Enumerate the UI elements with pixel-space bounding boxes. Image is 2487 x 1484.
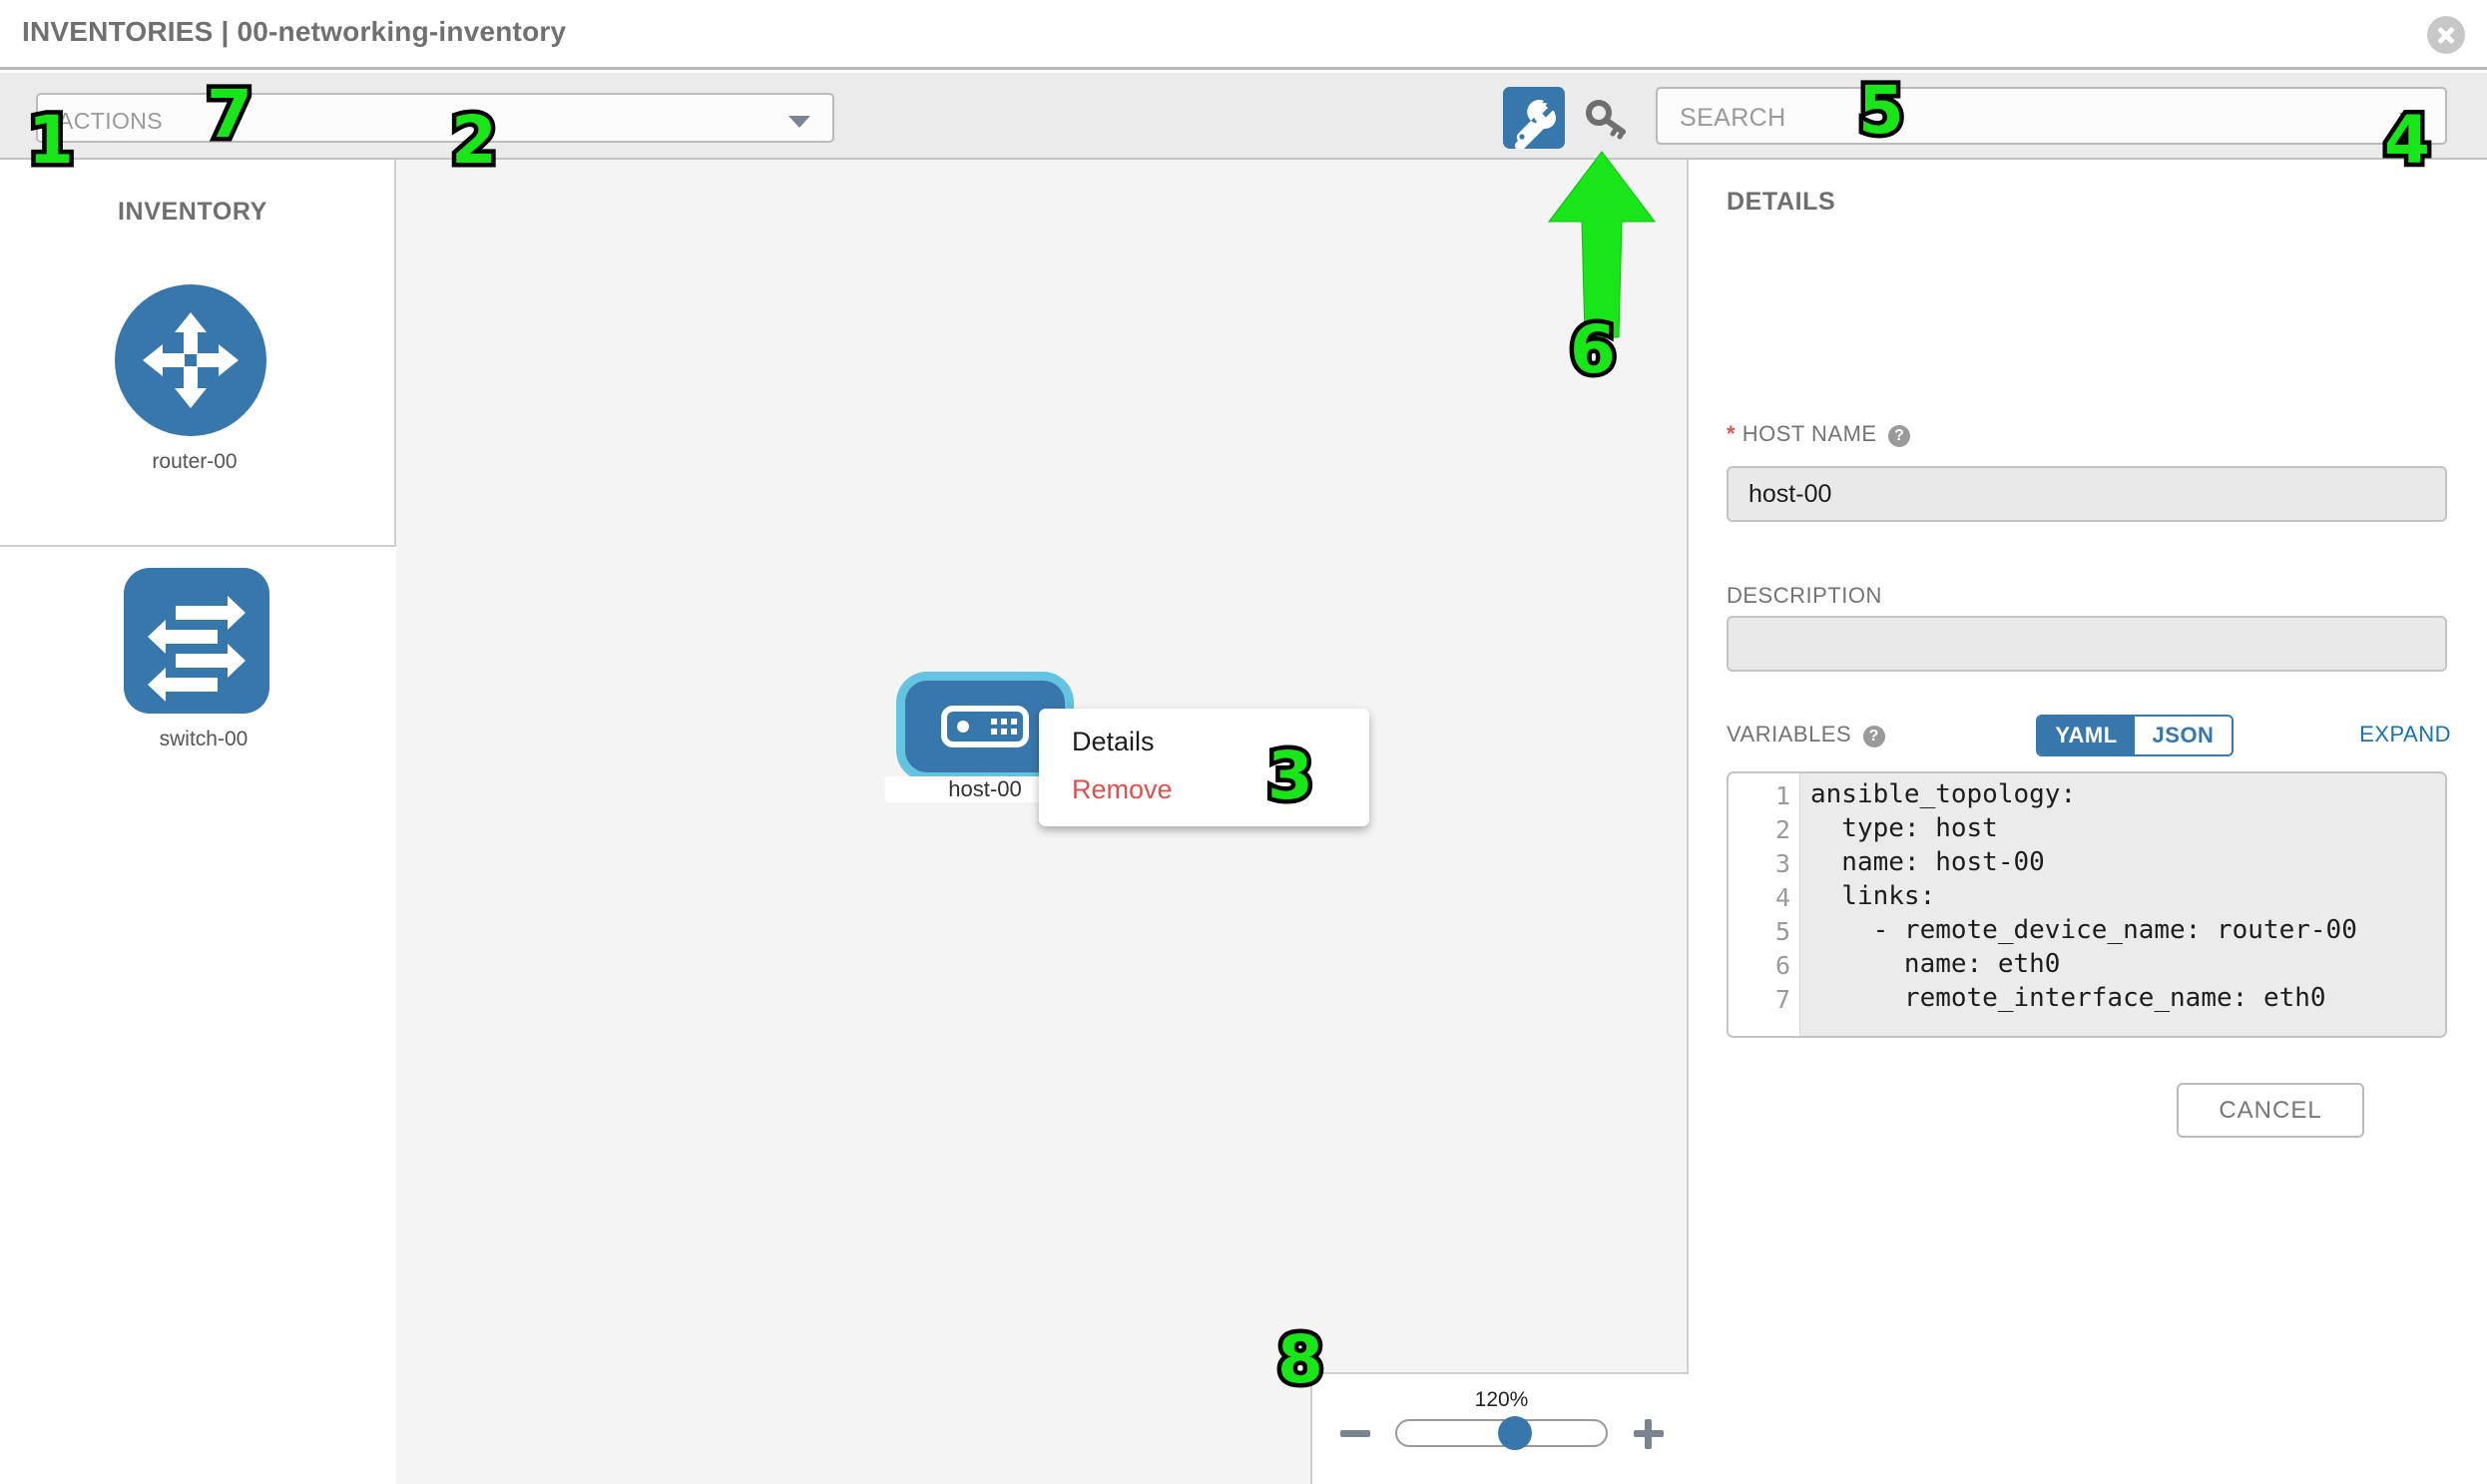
- variables-label-text: VARIABLES: [1727, 722, 1852, 746]
- variables-label: VARIABLES ?: [1727, 722, 1885, 747]
- line-number: 4: [1774, 883, 1790, 912]
- code-line: type: host: [1810, 813, 1998, 843]
- code-line: name: eth0: [1810, 949, 2061, 979]
- host-name-label: * HOST NAME ?: [1727, 421, 1911, 447]
- code-line: remote_interface_name: eth0: [1810, 983, 2326, 1013]
- sidebar-title: INVENTORY: [118, 198, 267, 226]
- context-menu-remove[interactable]: Remove: [1072, 774, 1173, 804]
- node-shape: [905, 681, 1065, 772]
- wrench-icon[interactable]: [1503, 87, 1565, 151]
- search-input[interactable]: SEARCH: [1656, 87, 2447, 145]
- context-menu-details[interactable]: Details: [1072, 727, 1155, 756]
- line-number: 5: [1774, 917, 1790, 946]
- zoom-out-button[interactable]: [1340, 1430, 1370, 1437]
- zoom-control-panel: 120%: [1310, 1372, 1689, 1484]
- cancel-button[interactable]: CANCEL: [2177, 1083, 2364, 1138]
- line-number: 7: [1774, 985, 1790, 1014]
- window-titlebar: INVENTORIES | 00-networking-inventory: [0, 0, 2487, 70]
- node-context-menu: Details Remove: [1039, 709, 1369, 826]
- code-line: links:: [1810, 881, 1936, 911]
- details-title: DETAILS: [1727, 188, 1836, 216]
- router-icon: [115, 284, 266, 436]
- variables-format-toggle[interactable]: YAML JSON: [2036, 715, 2234, 756]
- description-field[interactable]: [1727, 616, 2447, 672]
- expand-link[interactable]: EXPAND: [2359, 722, 2451, 746]
- line-number: 3: [1774, 849, 1790, 878]
- zoom-slider-thumb[interactable]: [1498, 1416, 1532, 1450]
- topology-node-host[interactable]: host-00: [885, 681, 1085, 802]
- close-icon[interactable]: [2427, 16, 2465, 54]
- palette-item-switch[interactable]: switch-00: [119, 568, 278, 767]
- zoom-in-button[interactable]: [1634, 1419, 1664, 1449]
- question-mark-icon[interactable]: ?: [1888, 425, 1911, 447]
- inventory-sidebar: INVENTORY router-00: [0, 160, 396, 750]
- required-marker: *: [1727, 421, 1737, 446]
- code-line: - remote_device_name: router-00: [1810, 915, 2357, 945]
- toggle-yaml[interactable]: YAML: [2038, 717, 2135, 754]
- variables-code-editor[interactable]: 1 2 3 4 5 6 7 ansible_topology: type: ho…: [1727, 771, 2447, 1038]
- switch-icon: [124, 568, 269, 714]
- chevron-down-icon: [788, 116, 810, 128]
- actions-dropdown-label: ACTIONS: [58, 108, 164, 134]
- host-name-label-text: HOST NAME: [1741, 421, 1877, 446]
- code-line: name: host-00: [1810, 847, 2045, 877]
- search-placeholder: SEARCH: [1680, 104, 1786, 132]
- palette-item-router-label: router-00: [152, 450, 238, 473]
- question-mark-icon[interactable]: ?: [1862, 726, 1885, 747]
- page-title: INVENTORIES | 00-networking-inventory: [22, 16, 567, 47]
- line-number: 1: [1774, 781, 1790, 810]
- toggle-json[interactable]: JSON: [2135, 717, 2232, 754]
- actions-dropdown[interactable]: ACTIONS: [36, 93, 834, 143]
- palette-item-switch-label: switch-00: [159, 728, 249, 750]
- palette-item-router[interactable]: router-00: [110, 284, 269, 484]
- details-panel: DETAILS * HOST NAME ? DESCRIPTION VARIAB…: [1691, 160, 2487, 1484]
- chevron-down-icon: [2399, 113, 2421, 125]
- line-number: 2: [1774, 815, 1790, 844]
- zoom-level-label: 120%: [1474, 1388, 1529, 1411]
- host-name-field[interactable]: [1727, 466, 2447, 522]
- line-number: 6: [1774, 951, 1790, 980]
- description-label: DESCRIPTION: [1727, 583, 1882, 608]
- code-line: ansible_topology:: [1810, 779, 2077, 809]
- key-icon[interactable]: [1575, 87, 1637, 149]
- code-gutter: 1 2 3 4 5 6 7: [1729, 773, 1800, 1036]
